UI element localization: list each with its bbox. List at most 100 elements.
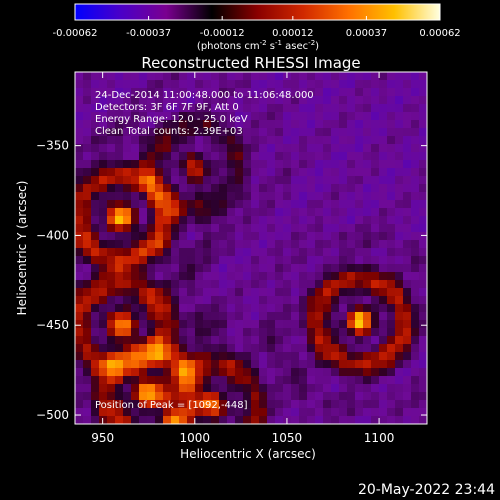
heatmap-cell	[395, 312, 404, 321]
heatmap-cell	[171, 144, 180, 153]
heatmap-cell	[211, 168, 220, 177]
heatmap-cell	[235, 192, 244, 201]
heatmap-cell	[139, 192, 148, 201]
heatmap-cell	[283, 368, 292, 377]
heatmap-cell	[291, 184, 300, 193]
heatmap-cell	[139, 288, 148, 297]
heatmap-cell	[331, 328, 340, 337]
heatmap-cell	[387, 128, 396, 137]
heatmap-cell	[147, 88, 156, 97]
heatmap-cell	[419, 296, 427, 305]
heatmap-cell	[363, 176, 372, 185]
heatmap-cell	[227, 184, 236, 193]
heatmap-cell	[363, 392, 372, 401]
heatmap-cell	[147, 256, 156, 265]
heatmap-cell	[307, 336, 316, 345]
heatmap-cell	[227, 272, 236, 281]
heatmap-cell	[203, 168, 212, 177]
heatmap-cell	[251, 112, 260, 121]
heatmap-cell	[163, 168, 172, 177]
heatmap-cell	[131, 296, 140, 305]
heatmap-cell	[395, 160, 404, 169]
heatmap-cell	[387, 104, 396, 113]
heatmap-cell	[147, 368, 156, 377]
heatmap-cell	[115, 264, 124, 273]
heatmap-cell	[243, 104, 252, 113]
heatmap-cell	[115, 360, 124, 369]
heatmap-cell	[347, 160, 356, 169]
heatmap-cell	[291, 296, 300, 305]
heatmap-cell	[331, 152, 340, 161]
heatmap-cell	[195, 344, 204, 353]
heatmap-cell	[419, 112, 427, 121]
heatmap-cell	[219, 320, 228, 329]
y-tick-label: −500	[36, 408, 69, 422]
heatmap-cell	[139, 280, 148, 289]
heatmap-cell	[91, 184, 100, 193]
heatmap-cell	[251, 264, 260, 273]
colorbar-tick-label: -0.00062	[53, 28, 98, 39]
heatmap-cell	[315, 184, 324, 193]
heatmap-cell	[163, 408, 172, 417]
heatmap-cell	[235, 408, 244, 417]
heatmap-cell	[371, 208, 380, 217]
heatmap-cell	[139, 240, 148, 249]
heatmap-cell	[227, 368, 236, 377]
heatmap-cell	[307, 248, 316, 257]
heatmap-cell	[387, 96, 396, 105]
heatmap-cell	[243, 88, 252, 97]
heatmap-cell	[235, 272, 244, 281]
heatmap-cell	[155, 192, 164, 201]
heatmap-cell	[251, 96, 260, 105]
heatmap-cell	[275, 120, 284, 129]
heatmap-cell	[99, 160, 108, 169]
heatmap-cell	[163, 320, 172, 329]
heatmap-cell	[131, 280, 140, 289]
heatmap-cell	[259, 328, 268, 337]
heatmap-cell	[347, 104, 356, 113]
heatmap-cell	[403, 184, 412, 193]
heatmap-cell	[307, 232, 316, 241]
heatmap-cell	[419, 232, 427, 241]
heatmap-cell	[227, 416, 236, 424]
heatmap-cell	[387, 416, 396, 424]
heatmap-cell	[179, 320, 188, 329]
heatmap-cell	[83, 376, 92, 385]
heatmap-cell	[91, 264, 100, 273]
heatmap-cell	[355, 408, 364, 417]
heatmap-cell	[331, 168, 340, 177]
heatmap-cell	[235, 384, 244, 393]
heatmap-cell	[331, 160, 340, 169]
heatmap-cell	[123, 336, 132, 345]
heatmap-cell	[123, 304, 132, 313]
heatmap-cell	[195, 160, 204, 169]
heatmap-cell	[171, 112, 180, 121]
heatmap-cell	[363, 120, 372, 129]
heatmap-cell	[75, 72, 84, 81]
heatmap-cell	[243, 280, 252, 289]
heatmap-cell	[147, 264, 156, 273]
heatmap-cell	[195, 360, 204, 369]
heatmap-cell	[195, 128, 204, 137]
heatmap-cell	[267, 264, 276, 273]
heatmap-cell	[107, 120, 116, 129]
heatmap-cell	[395, 112, 404, 121]
heatmap-cell	[75, 400, 84, 409]
heatmap-cell	[347, 280, 356, 289]
heatmap-cell	[107, 200, 116, 209]
heatmap-cell	[371, 400, 380, 409]
heatmap-cell	[339, 368, 348, 377]
heatmap-cell	[75, 240, 84, 249]
heatmap-cell	[275, 392, 284, 401]
heatmap-cell	[187, 136, 196, 145]
heatmap-cell	[179, 152, 188, 161]
heatmap-cell	[355, 208, 364, 217]
heatmap-cell	[403, 96, 412, 105]
heatmap-cell	[347, 360, 356, 369]
heatmap-cell	[379, 216, 388, 225]
heatmap-cell	[179, 176, 188, 185]
heatmap-cell	[355, 288, 364, 297]
heatmap-cell	[267, 128, 276, 137]
heatmap-cell	[163, 288, 172, 297]
heatmap-cell	[403, 232, 412, 241]
